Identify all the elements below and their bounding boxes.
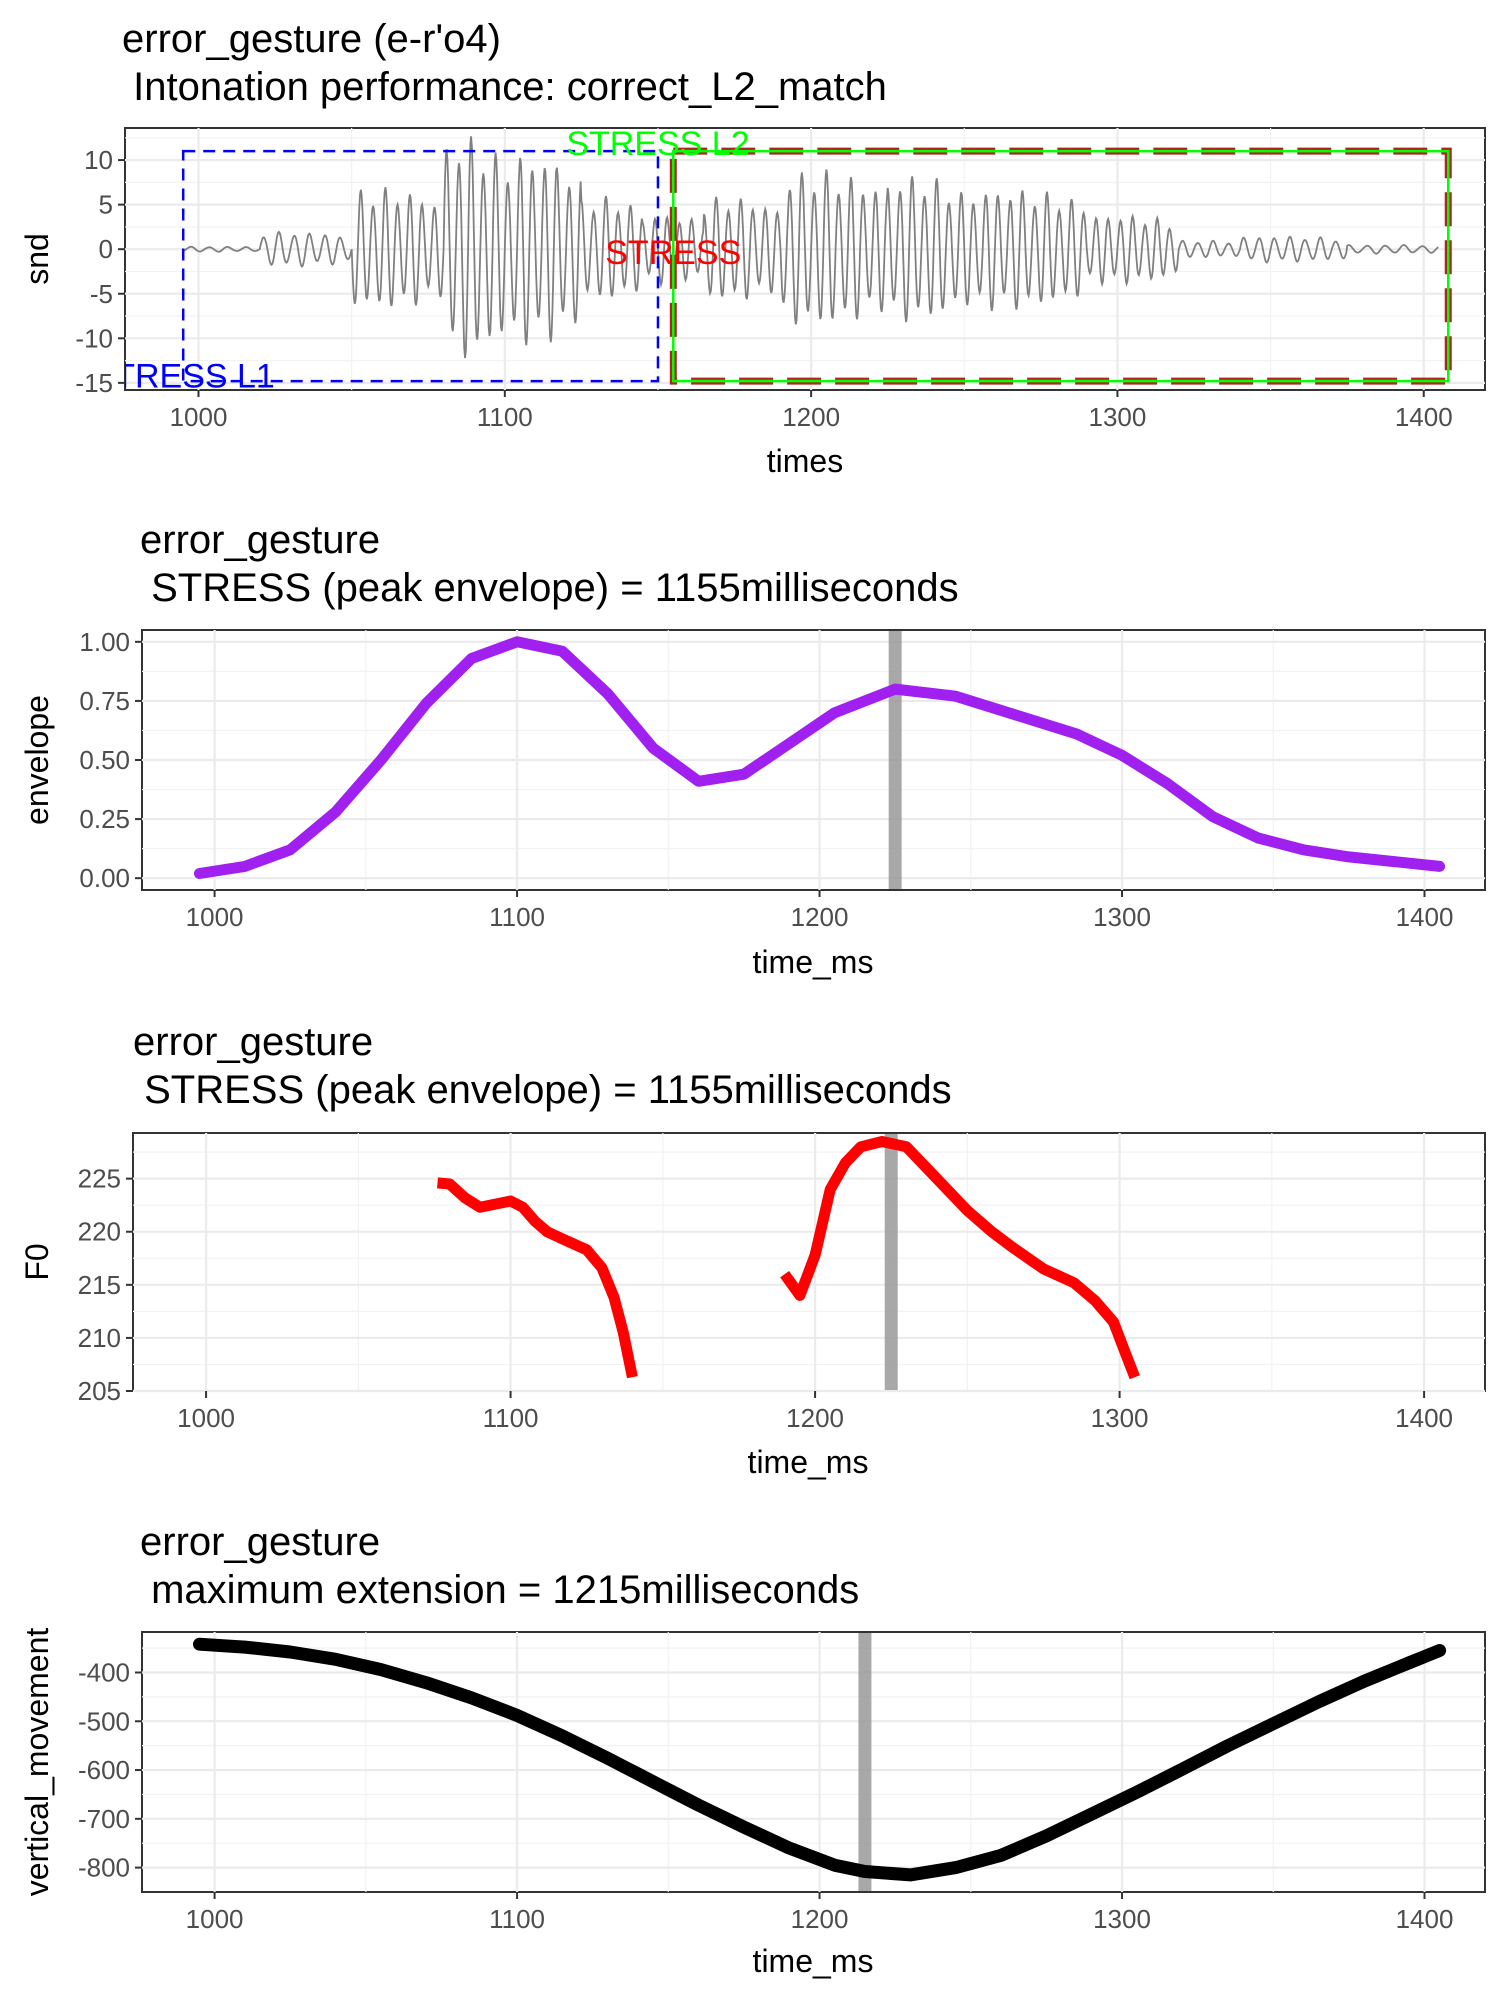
y-tick-label: 0.50	[79, 745, 130, 775]
grid-lines	[142, 1632, 1485, 1892]
x-axis-label: times	[767, 443, 843, 479]
x-tick-label: 1000	[186, 902, 244, 932]
y-tick-label: -700	[78, 1804, 130, 1834]
panel-subtitle: Intonation performance: correct_L2_match	[122, 65, 887, 109]
x-tick-label: 1200	[786, 1403, 844, 1433]
y-tick-label: 0.25	[79, 804, 130, 834]
data-layer	[437, 1134, 1140, 1390]
x-tick-label: 1100	[477, 402, 533, 432]
y-tick-label: 0	[99, 234, 113, 264]
y-tick-label: 210	[78, 1323, 121, 1353]
x-tick-label: 1000	[186, 1904, 244, 1934]
y-tick-labels: 10 5 0 -5 -10 -15	[75, 145, 125, 398]
panel-title: error_gesture	[140, 1520, 380, 1564]
y-tick-label: 5	[99, 190, 113, 220]
x-tick-labels: 1000 1100 1200 1300 1400	[170, 390, 1453, 432]
stress-box-label: STRESS L1	[92, 358, 275, 396]
y-tick-label: -10	[75, 323, 113, 353]
x-tick-label: 1300	[1093, 902, 1151, 932]
data-layer	[194, 631, 1446, 889]
x-tick-label: 1200	[782, 402, 840, 432]
stress-box-label: STRESS L2	[566, 125, 749, 163]
f0-series-line	[437, 1177, 638, 1379]
x-tick-label: 1100	[489, 1904, 545, 1934]
y-tick-label: -15	[75, 368, 113, 398]
stress-box	[672, 149, 1450, 383]
x-tick-label: 1200	[791, 1904, 849, 1934]
y-tick-label: 10	[84, 145, 113, 175]
panel-subtitle: STRESS (peak envelope) = 1155millisecond…	[133, 1068, 952, 1112]
y-tick-label: -800	[78, 1853, 130, 1883]
x-tick-label: 1000	[170, 402, 228, 432]
x-tick-label: 1400	[1395, 402, 1453, 432]
annotation-layer: STRESS L1 STRESS STRESS L2	[92, 125, 1452, 396]
panel-sound-waveform: error_gesture (e-r'o4) Intonation perfor…	[19, 17, 1486, 479]
y-axis-label: F0	[19, 1243, 55, 1280]
panel-vertical-movement: error_gesture maximum extension = 1215mi…	[19, 1520, 1486, 1979]
panel-f0: error_gesture STRESS (peak envelope) = 1…	[19, 1020, 1486, 1480]
x-tick-label: 1400	[1396, 1904, 1454, 1934]
vertical-line	[193, 1637, 1447, 1882]
x-tick-label: 1300	[1089, 402, 1147, 432]
y-axis-label: vertical_movement	[19, 1628, 55, 1897]
y-tick-label: 0.75	[79, 686, 130, 716]
y-tick-label: -400	[78, 1657, 130, 1687]
f0-series-line	[780, 1136, 1140, 1380]
x-axis-label: time_ms	[753, 944, 874, 980]
y-axis-label: snd	[19, 233, 55, 285]
panel-envelope: error_gesture STRESS (peak envelope) = 1…	[19, 518, 1486, 980]
panel-title: error_gesture	[133, 1020, 373, 1064]
panel-subtitle: maximum extension = 1215milliseconds	[140, 1568, 859, 1612]
panel-subtitle: STRESS (peak envelope) = 1155millisecond…	[140, 566, 959, 610]
y-tick-labels: -400 -500 -600 -700 -800	[78, 1657, 142, 1883]
panel-title: error_gesture (e-r'o4)	[122, 17, 501, 61]
y-tick-label: 0.00	[79, 863, 130, 893]
data-layer	[182, 136, 1439, 359]
x-tick-label: 1300	[1093, 1904, 1151, 1934]
y-tick-label: -500	[78, 1706, 130, 1736]
y-tick-labels: 1.00 0.75 0.50 0.25 0.00	[79, 627, 142, 893]
panel-title: error_gesture	[140, 518, 380, 562]
envelope-line	[194, 636, 1446, 879]
x-tick-label: 1300	[1091, 1403, 1149, 1433]
y-tick-label: 1.00	[79, 627, 130, 657]
x-tick-labels: 1000 1100 1200 1300 1400	[186, 890, 1454, 932]
y-tick-label: 220	[78, 1217, 121, 1247]
y-tick-label: -600	[78, 1755, 130, 1785]
y-tick-labels: 225 220 215 210 205	[78, 1164, 133, 1406]
waveform-line	[182, 136, 1439, 359]
x-tick-label: 1000	[177, 1403, 235, 1433]
stress-box	[181, 149, 660, 383]
stress-box-label: STRESS	[605, 234, 741, 272]
y-tick-label: 225	[78, 1164, 121, 1194]
x-tick-label: 1400	[1396, 902, 1454, 932]
y-tick-label: 205	[78, 1376, 121, 1406]
y-axis-label: envelope	[19, 695, 55, 825]
x-tick-label: 1200	[791, 902, 849, 932]
x-tick-label: 1100	[483, 1403, 539, 1433]
x-axis-label: time_ms	[753, 1943, 874, 1979]
y-tick-label: -5	[90, 279, 113, 309]
x-tick-labels: 1000 1100 1200 1300 1400	[186, 1892, 1454, 1934]
y-tick-label: 215	[78, 1270, 121, 1300]
x-tick-label: 1100	[489, 902, 545, 932]
data-layer	[193, 1633, 1447, 1891]
x-tick-label: 1400	[1395, 1403, 1453, 1433]
x-tick-labels: 1000 1100 1200 1300 1400	[177, 1391, 1453, 1433]
x-axis-label: time_ms	[748, 1444, 869, 1480]
